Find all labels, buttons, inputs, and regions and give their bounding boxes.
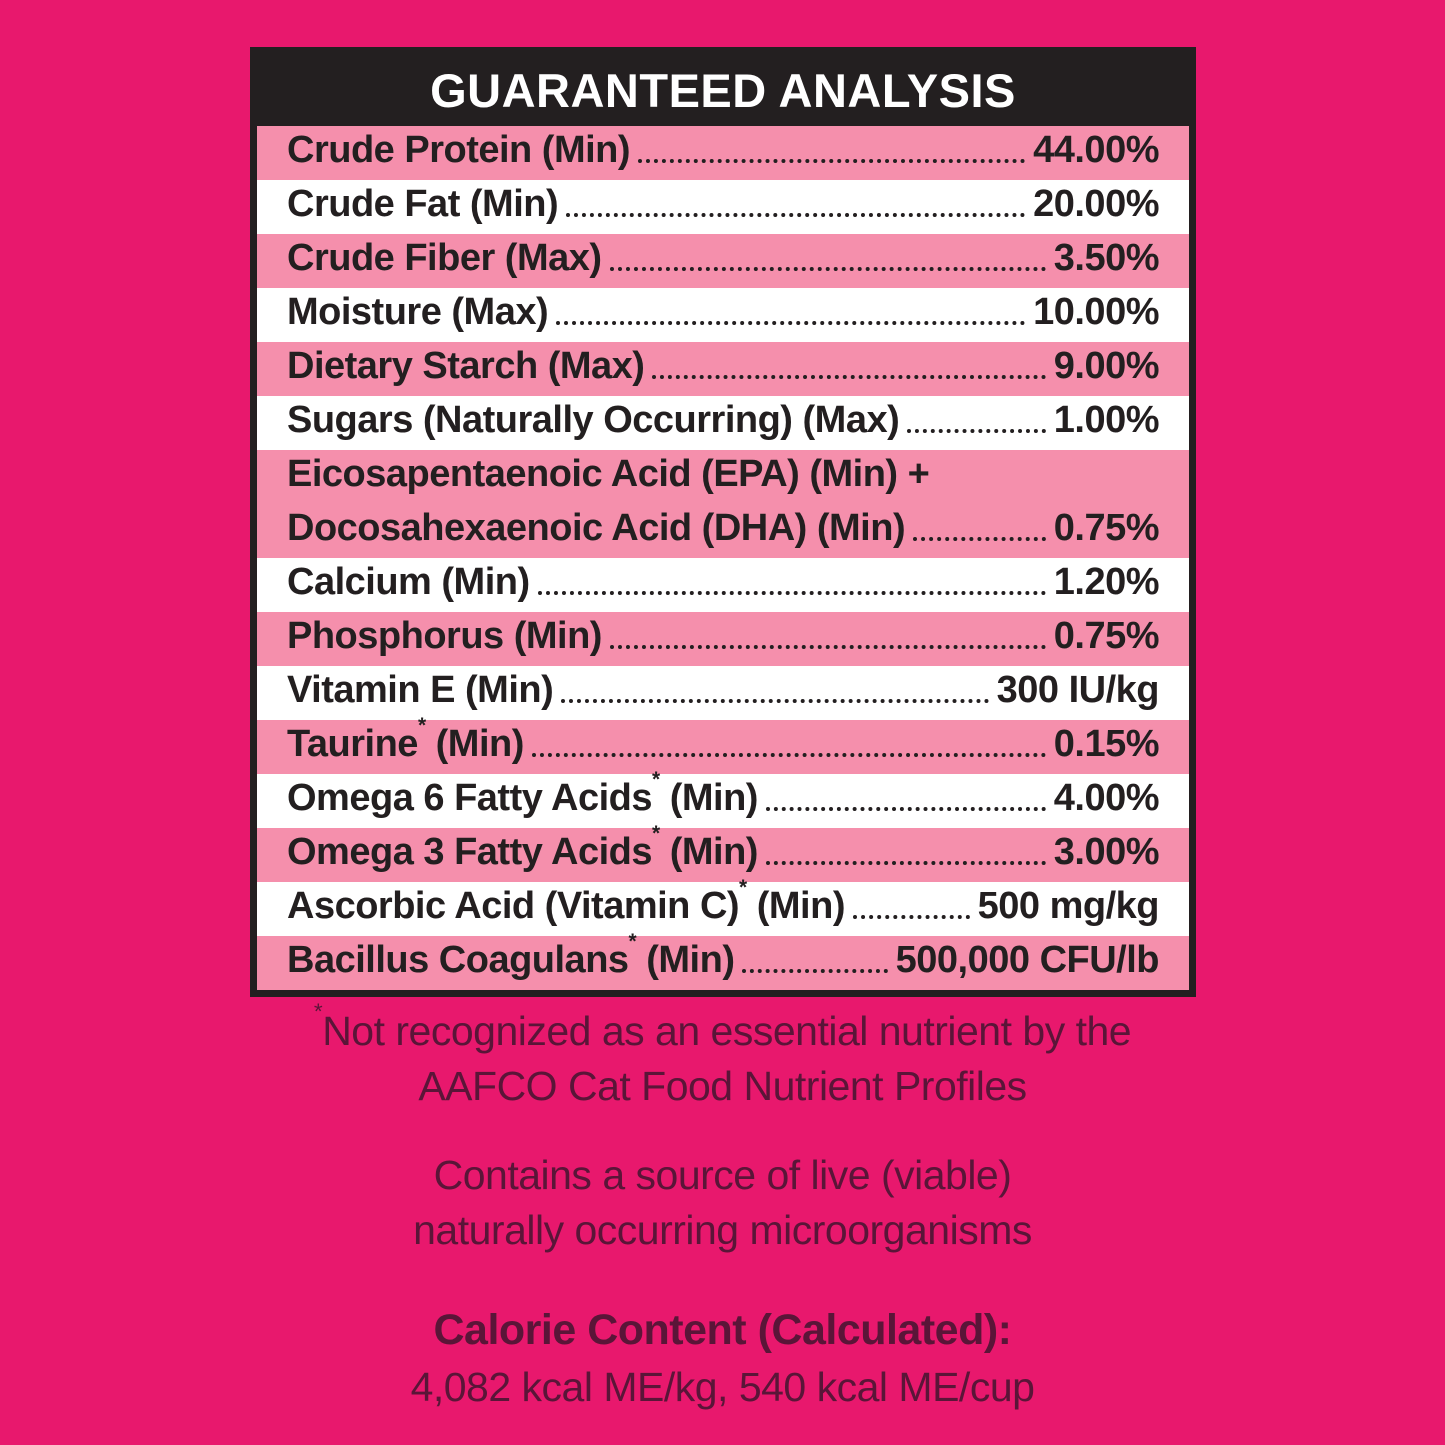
nutrient-value: 44.00% <box>1033 129 1159 171</box>
guaranteed-analysis-panel: GUARANTEED ANALYSIS Crude Protein (Min) 4… <box>250 47 1196 997</box>
nutrient-label: Omega 6 Fatty Acids* (Min) <box>287 767 758 819</box>
nutrient-label: Vitamin E (Min) <box>287 669 554 711</box>
nutrient-value: 0.75% <box>1053 507 1160 549</box>
table-row: Phosphorus (Min) 0.75% <box>257 612 1189 666</box>
dot-leader <box>561 699 989 703</box>
nutrient-value: 0.75% <box>1053 615 1160 657</box>
table-row: Ascorbic Acid (Vitamin C)* (Min) 500 mg/k… <box>257 875 1189 936</box>
table-row: Sugars (Naturally Occurring) (Max) 1.00% <box>257 396 1189 450</box>
calorie-content: Calorie Content (Calculated): 4,082 kcal… <box>0 1302 1445 1416</box>
aafco-footnote: *Not recognized as an essential nutrient… <box>0 999 1445 1114</box>
nutrient-value: 3.50% <box>1053 237 1160 279</box>
dot-leader <box>852 915 970 919</box>
nutrient-label: Taurine* (Min) <box>287 713 524 765</box>
nutrient-label: Bacillus Coagulans* (Min) <box>287 929 735 981</box>
table-row-line: Ascorbic Acid (Vitamin C)* (Min) 500 mg/k… <box>257 875 1189 936</box>
table-row: Crude Protein (Min) 44.00% <box>257 126 1189 180</box>
table-row-line: Eicosapentaenoic Acid (EPA) (Min) + <box>257 450 1189 504</box>
table-row-line: Phosphorus (Min) 0.75% <box>257 612 1189 666</box>
table-row: Omega 3 Fatty Acids* (Min) 3.00% <box>257 821 1189 882</box>
nutrient-value: 10.00% <box>1033 291 1159 333</box>
microorganisms-line-1: Contains a source of live (viable) <box>433 1152 1012 1198</box>
table-rows: Crude Protein (Min) 44.00% Crude Fat (Min)… <box>257 126 1189 990</box>
dot-leader <box>913 537 1046 541</box>
table-row-line: Vitamin E (Min) 300 IU/kg <box>257 666 1189 720</box>
table-row-line: Calcium (Min) 1.20% <box>257 558 1189 612</box>
table-row-line: Crude Fiber (Max) 3.50% <box>257 234 1189 288</box>
nutrient-label: Calcium (Min) <box>287 561 530 603</box>
dot-leader <box>531 753 1046 757</box>
calorie-values: 4,082 kcal ME/kg, 540 kcal ME/cup <box>410 1364 1035 1410</box>
nutrient-value: 300 IU/kg <box>996 669 1160 711</box>
table-row: Crude Fat (Min) 20.00% <box>257 180 1189 234</box>
nutrient-value: 0.15% <box>1053 723 1160 765</box>
table-row-line: Crude Fat (Min) 20.00% <box>257 180 1189 234</box>
dot-leader <box>556 321 1026 325</box>
nutrient-label: Docosahexaenoic Acid (DHA) (Min) <box>287 507 906 549</box>
table-row-line: Bacillus Coagulans* (Min) 500,000 CFU/lb <box>257 929 1189 990</box>
table-row: Bacillus Coagulans* (Min) 500,000 CFU/lb <box>257 929 1189 990</box>
dot-leader <box>566 213 1026 217</box>
nutrient-value: 500,000 CFU/lb <box>895 939 1160 981</box>
table-row: Dietary Starch (Max) 9.00% <box>257 342 1189 396</box>
table-row: Moisture (Max) 10.00% <box>257 288 1189 342</box>
nutrient-value: 20.00% <box>1033 183 1159 225</box>
table-row: Vitamin E (Min) 300 IU/kg <box>257 666 1189 720</box>
table-row-line: Crude Protein (Min) 44.00% <box>257 126 1189 180</box>
nutrient-value: 9.00% <box>1053 345 1160 387</box>
panel-title: GUARANTEED ANALYSIS <box>430 63 1016 117</box>
nutrient-value: 3.00% <box>1053 831 1160 873</box>
nutrient-label: Moisture (Max) <box>287 291 549 333</box>
nutrient-label: Omega 3 Fatty Acids* (Min) <box>287 821 758 873</box>
table-row-line: Omega 3 Fatty Acids* (Min) 3.00% <box>257 821 1189 882</box>
table-row: Taurine* (Min) 0.15% <box>257 713 1189 774</box>
microorganisms-line-2: naturally occurring microorganisms <box>413 1207 1032 1253</box>
table-row: Eicosapentaenoic Acid (EPA) (Min) + Docos… <box>257 450 1189 558</box>
dot-leader <box>765 861 1046 865</box>
nutrient-label: Crude Fat (Min) <box>287 183 559 225</box>
table-row-line: Taurine* (Min) 0.15% <box>257 713 1189 774</box>
table-row: Omega 6 Fatty Acids* (Min) 4.00% <box>257 767 1189 828</box>
nutrient-value: 1.00% <box>1053 399 1160 441</box>
microorganisms-note: Contains a source of live (viable) natur… <box>0 1148 1445 1258</box>
nutrient-value: 500 mg/kg <box>977 885 1160 927</box>
nutrient-label: Eicosapentaenoic Acid (EPA) (Min) + <box>287 453 930 495</box>
nutrient-label: Dietary Starch (Max) <box>287 345 645 387</box>
table-row-line: Docosahexaenoic Acid (DHA) (Min) 0.75% <box>257 504 1189 558</box>
table-row-line: Sugars (Naturally Occurring) (Max) 1.00% <box>257 396 1189 450</box>
nutrient-label: Phosphorus (Min) <box>287 615 602 657</box>
nutrient-value: 1.20% <box>1053 561 1160 603</box>
footnote-line-2: AAFCO Cat Food Nutrient Profiles <box>418 1063 1027 1109</box>
dot-leader <box>907 429 1046 433</box>
nutrient-label: Crude Protein (Min) <box>287 129 631 171</box>
dot-leader <box>609 267 1046 271</box>
nutrient-label: Ascorbic Acid (Vitamin C)* (Min) <box>287 875 845 927</box>
footnote-line-1: *Not recognized as an essential nutrient… <box>313 999 1132 1054</box>
table-row: Calcium (Min) 1.20% <box>257 558 1189 612</box>
nutrient-label: Crude Fiber (Max) <box>287 237 602 279</box>
dot-leader <box>609 645 1046 649</box>
dot-leader <box>742 969 888 973</box>
dot-leader <box>537 591 1046 595</box>
table-row: Crude Fiber (Max) 3.50% <box>257 234 1189 288</box>
calorie-heading: Calorie Content (Calculated): <box>433 1306 1013 1354</box>
dot-leader <box>765 807 1046 811</box>
table-row-line: Omega 6 Fatty Acids* (Min) 4.00% <box>257 767 1189 828</box>
nutrient-label: Sugars (Naturally Occurring) (Max) <box>287 399 900 441</box>
table-row-line: Moisture (Max) 10.00% <box>257 288 1189 342</box>
nutrient-value: 4.00% <box>1053 777 1160 819</box>
dot-leader <box>652 375 1046 379</box>
dot-leader <box>638 159 1026 163</box>
panel-header: GUARANTEED ANALYSIS <box>257 54 1189 126</box>
table-row-line: Dietary Starch (Max) 9.00% <box>257 342 1189 396</box>
